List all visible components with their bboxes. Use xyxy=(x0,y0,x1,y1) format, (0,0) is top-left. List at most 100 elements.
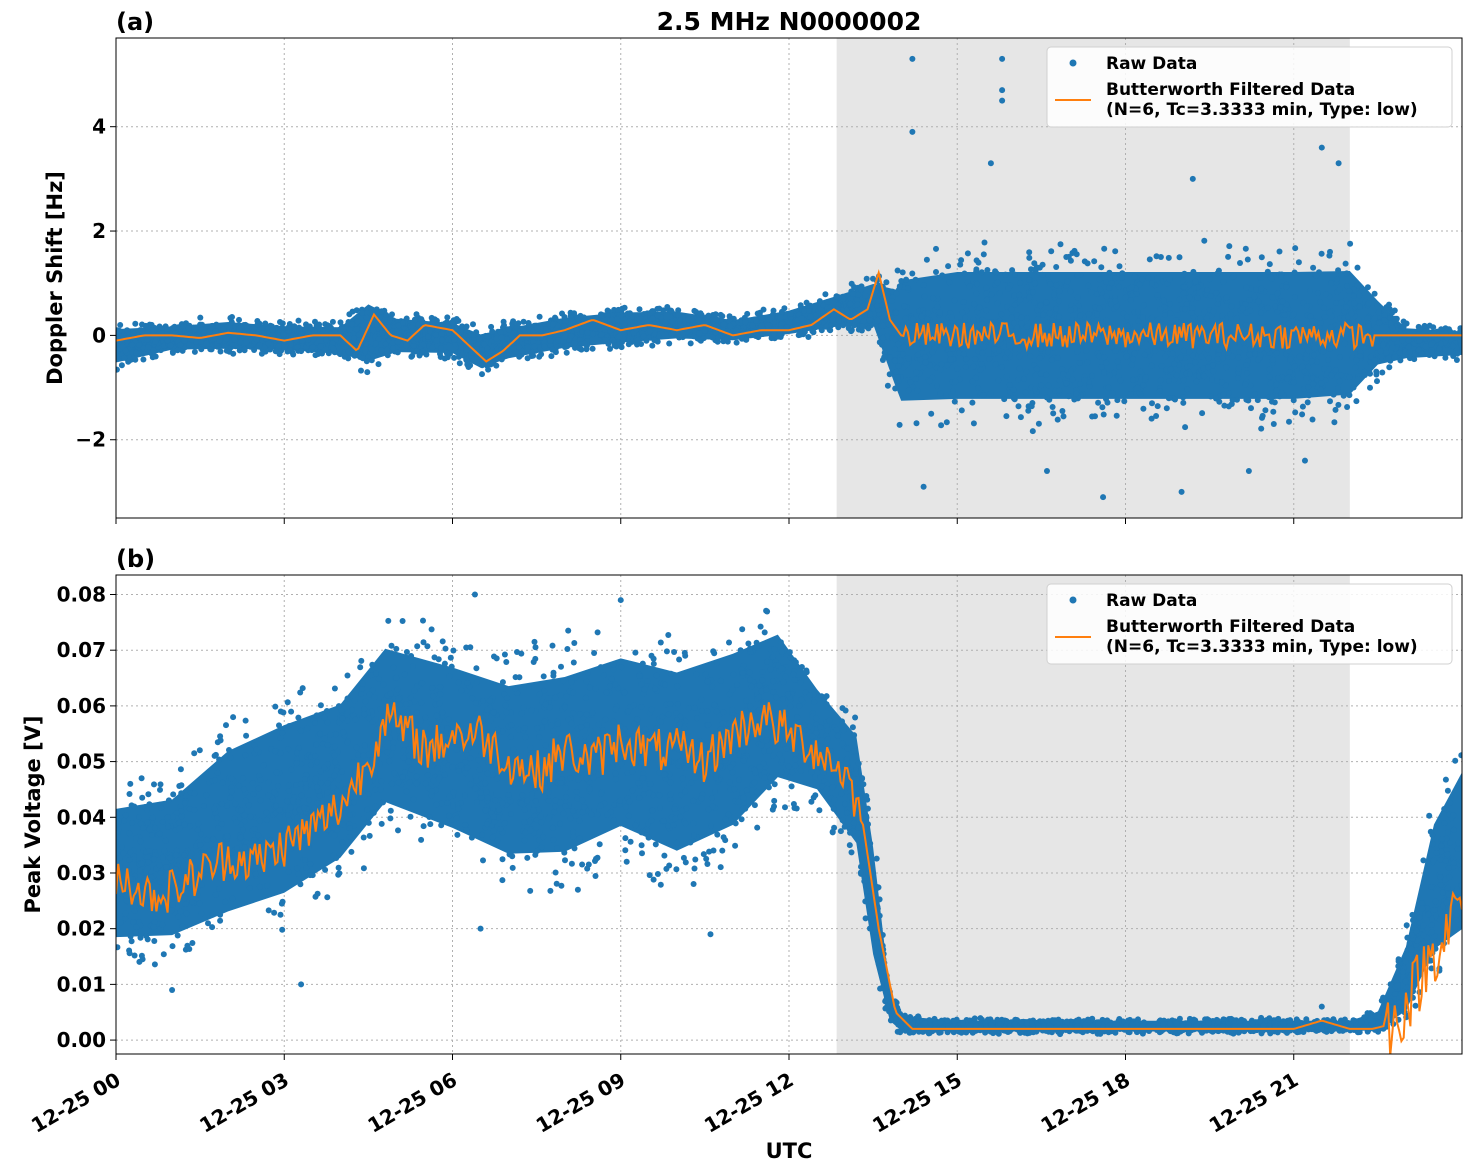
raw-data-point xyxy=(612,770,619,777)
raw-data-point xyxy=(1215,267,1222,274)
raw-data-point xyxy=(186,946,193,952)
raw-data-point xyxy=(1350,384,1357,391)
raw-data-point xyxy=(133,349,140,356)
raw-data-point xyxy=(177,341,184,348)
raw-data-point xyxy=(980,251,987,258)
raw-data-point xyxy=(429,344,436,351)
raw-data-point xyxy=(894,374,901,381)
raw-data-point xyxy=(1025,407,1032,414)
raw-data-point xyxy=(1021,375,1027,382)
raw-data-point xyxy=(1180,377,1187,384)
raw-data-point xyxy=(1247,307,1254,314)
raw-data-point xyxy=(966,321,973,328)
raw-data-point xyxy=(1309,358,1316,365)
raw-data-point xyxy=(904,285,911,291)
raw-data-point xyxy=(1056,377,1063,384)
raw-data-point xyxy=(1177,354,1184,361)
raw-data-point xyxy=(1258,309,1264,316)
raw-data-point xyxy=(977,366,984,373)
raw-data-point xyxy=(571,640,578,646)
raw-data-point xyxy=(198,346,205,353)
raw-data-point xyxy=(516,343,523,350)
raw-data-point xyxy=(1051,292,1057,299)
raw-data-point xyxy=(1030,289,1036,296)
raw-data-point xyxy=(177,766,184,773)
raw-data-point xyxy=(711,701,718,708)
raw-data-point xyxy=(191,348,198,355)
raw-data-point xyxy=(127,780,134,787)
raw-data-point xyxy=(1353,398,1360,405)
raw-data-point xyxy=(1269,398,1275,405)
raw-data-point xyxy=(1226,320,1233,327)
raw-data-point xyxy=(760,760,767,767)
raw-data-point xyxy=(1166,276,1173,283)
raw-data-point xyxy=(1344,283,1350,290)
raw-data-point xyxy=(895,363,902,370)
raw-data-point xyxy=(900,351,907,358)
raw-data-point xyxy=(439,337,445,344)
raw-data-point xyxy=(1242,381,1249,388)
raw-data-point xyxy=(553,880,560,887)
raw-data-point xyxy=(520,326,527,333)
raw-data-point xyxy=(954,365,961,372)
raw-data-point xyxy=(899,269,906,276)
raw-data-point xyxy=(1371,290,1378,297)
raw-data-point xyxy=(690,881,697,887)
raw-data-point xyxy=(881,349,888,356)
raw-data-point xyxy=(1380,341,1386,348)
raw-data-point xyxy=(1056,387,1063,394)
raw-data-point xyxy=(256,817,263,824)
raw-data-point xyxy=(1237,260,1243,266)
raw-data-point xyxy=(1381,312,1388,319)
raw-data-point xyxy=(863,814,870,821)
raw-data-point xyxy=(1025,276,1032,283)
raw-data-point xyxy=(390,345,396,352)
raw-data-point xyxy=(909,325,915,332)
raw-data-point xyxy=(822,291,829,298)
raw-data-point xyxy=(797,328,804,335)
y-tick-label: 2 xyxy=(92,219,106,243)
raw-data-point xyxy=(948,323,955,330)
raw-data-point xyxy=(1119,270,1126,277)
raw-data-point xyxy=(484,345,491,352)
raw-data-point xyxy=(525,327,532,334)
raw-data-point xyxy=(518,336,525,343)
raw-data-point xyxy=(1458,858,1462,865)
raw-data-point xyxy=(1054,354,1061,361)
raw-data-point xyxy=(1187,363,1194,370)
raw-data-point xyxy=(1047,281,1054,288)
raw-data-point xyxy=(559,310,565,317)
raw-data-point xyxy=(275,783,282,790)
raw-data-point xyxy=(778,308,785,315)
raw-data-point xyxy=(1385,355,1392,362)
raw-data-point xyxy=(119,343,126,350)
raw-data-point xyxy=(1286,369,1293,376)
raw-data-point xyxy=(1254,397,1261,404)
raw-data-point xyxy=(770,678,777,685)
raw-data-point xyxy=(1002,354,1009,361)
raw-data-point xyxy=(1108,301,1115,308)
raw-data-point xyxy=(995,377,1002,384)
raw-data-point xyxy=(1214,301,1221,307)
raw-data-point xyxy=(1074,348,1081,355)
raw-data-point xyxy=(834,732,841,739)
raw-data-point xyxy=(727,323,734,330)
raw-data-point xyxy=(384,749,391,756)
raw-data-point xyxy=(1274,290,1281,297)
raw-data-point xyxy=(512,685,519,692)
raw-data-point xyxy=(589,345,596,352)
raw-data-point xyxy=(140,356,147,363)
raw-data-point xyxy=(116,352,120,359)
raw-data-point xyxy=(1268,275,1275,282)
raw-data-point xyxy=(1095,399,1102,406)
raw-data-point xyxy=(1223,364,1230,371)
raw-data-point xyxy=(1156,388,1163,395)
raw-data-point xyxy=(865,325,872,332)
raw-data-point xyxy=(1089,413,1096,420)
raw-data-point xyxy=(956,319,963,326)
raw-data-point xyxy=(401,671,408,678)
raw-data-point xyxy=(827,322,834,329)
raw-data-point xyxy=(1272,303,1279,310)
raw-data-point xyxy=(860,318,867,325)
